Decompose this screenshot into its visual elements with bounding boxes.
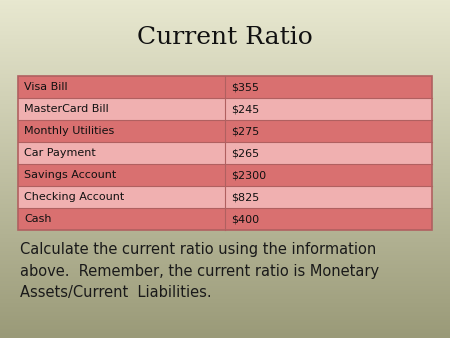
Text: Current Ratio: Current Ratio [137,26,313,49]
Text: Visa Bill: Visa Bill [24,82,68,92]
Text: $275: $275 [231,126,259,136]
Text: $265: $265 [231,148,259,158]
Text: $400: $400 [231,214,259,224]
Bar [18,76,432,98]
Bar [18,76,432,230]
Text: Cash: Cash [24,214,51,224]
Text: Monthly Utilities: Monthly Utilities [24,126,114,136]
Bar [18,208,432,230]
Text: Calculate the current ratio using the information
above.  Remember, the current : Calculate the current ratio using the in… [20,242,379,300]
Text: $2300: $2300 [231,170,266,180]
Text: MasterCard Bill: MasterCard Bill [24,104,109,114]
Text: $245: $245 [231,104,259,114]
Bar [18,186,432,208]
Text: $825: $825 [231,192,259,202]
Bar [18,98,432,120]
Bar [18,120,432,142]
Text: Checking Account: Checking Account [24,192,124,202]
Text: Car Payment: Car Payment [24,148,96,158]
Bar [18,164,432,186]
Text: Savings Account: Savings Account [24,170,116,180]
Text: $355: $355 [231,82,259,92]
Bar [18,142,432,164]
